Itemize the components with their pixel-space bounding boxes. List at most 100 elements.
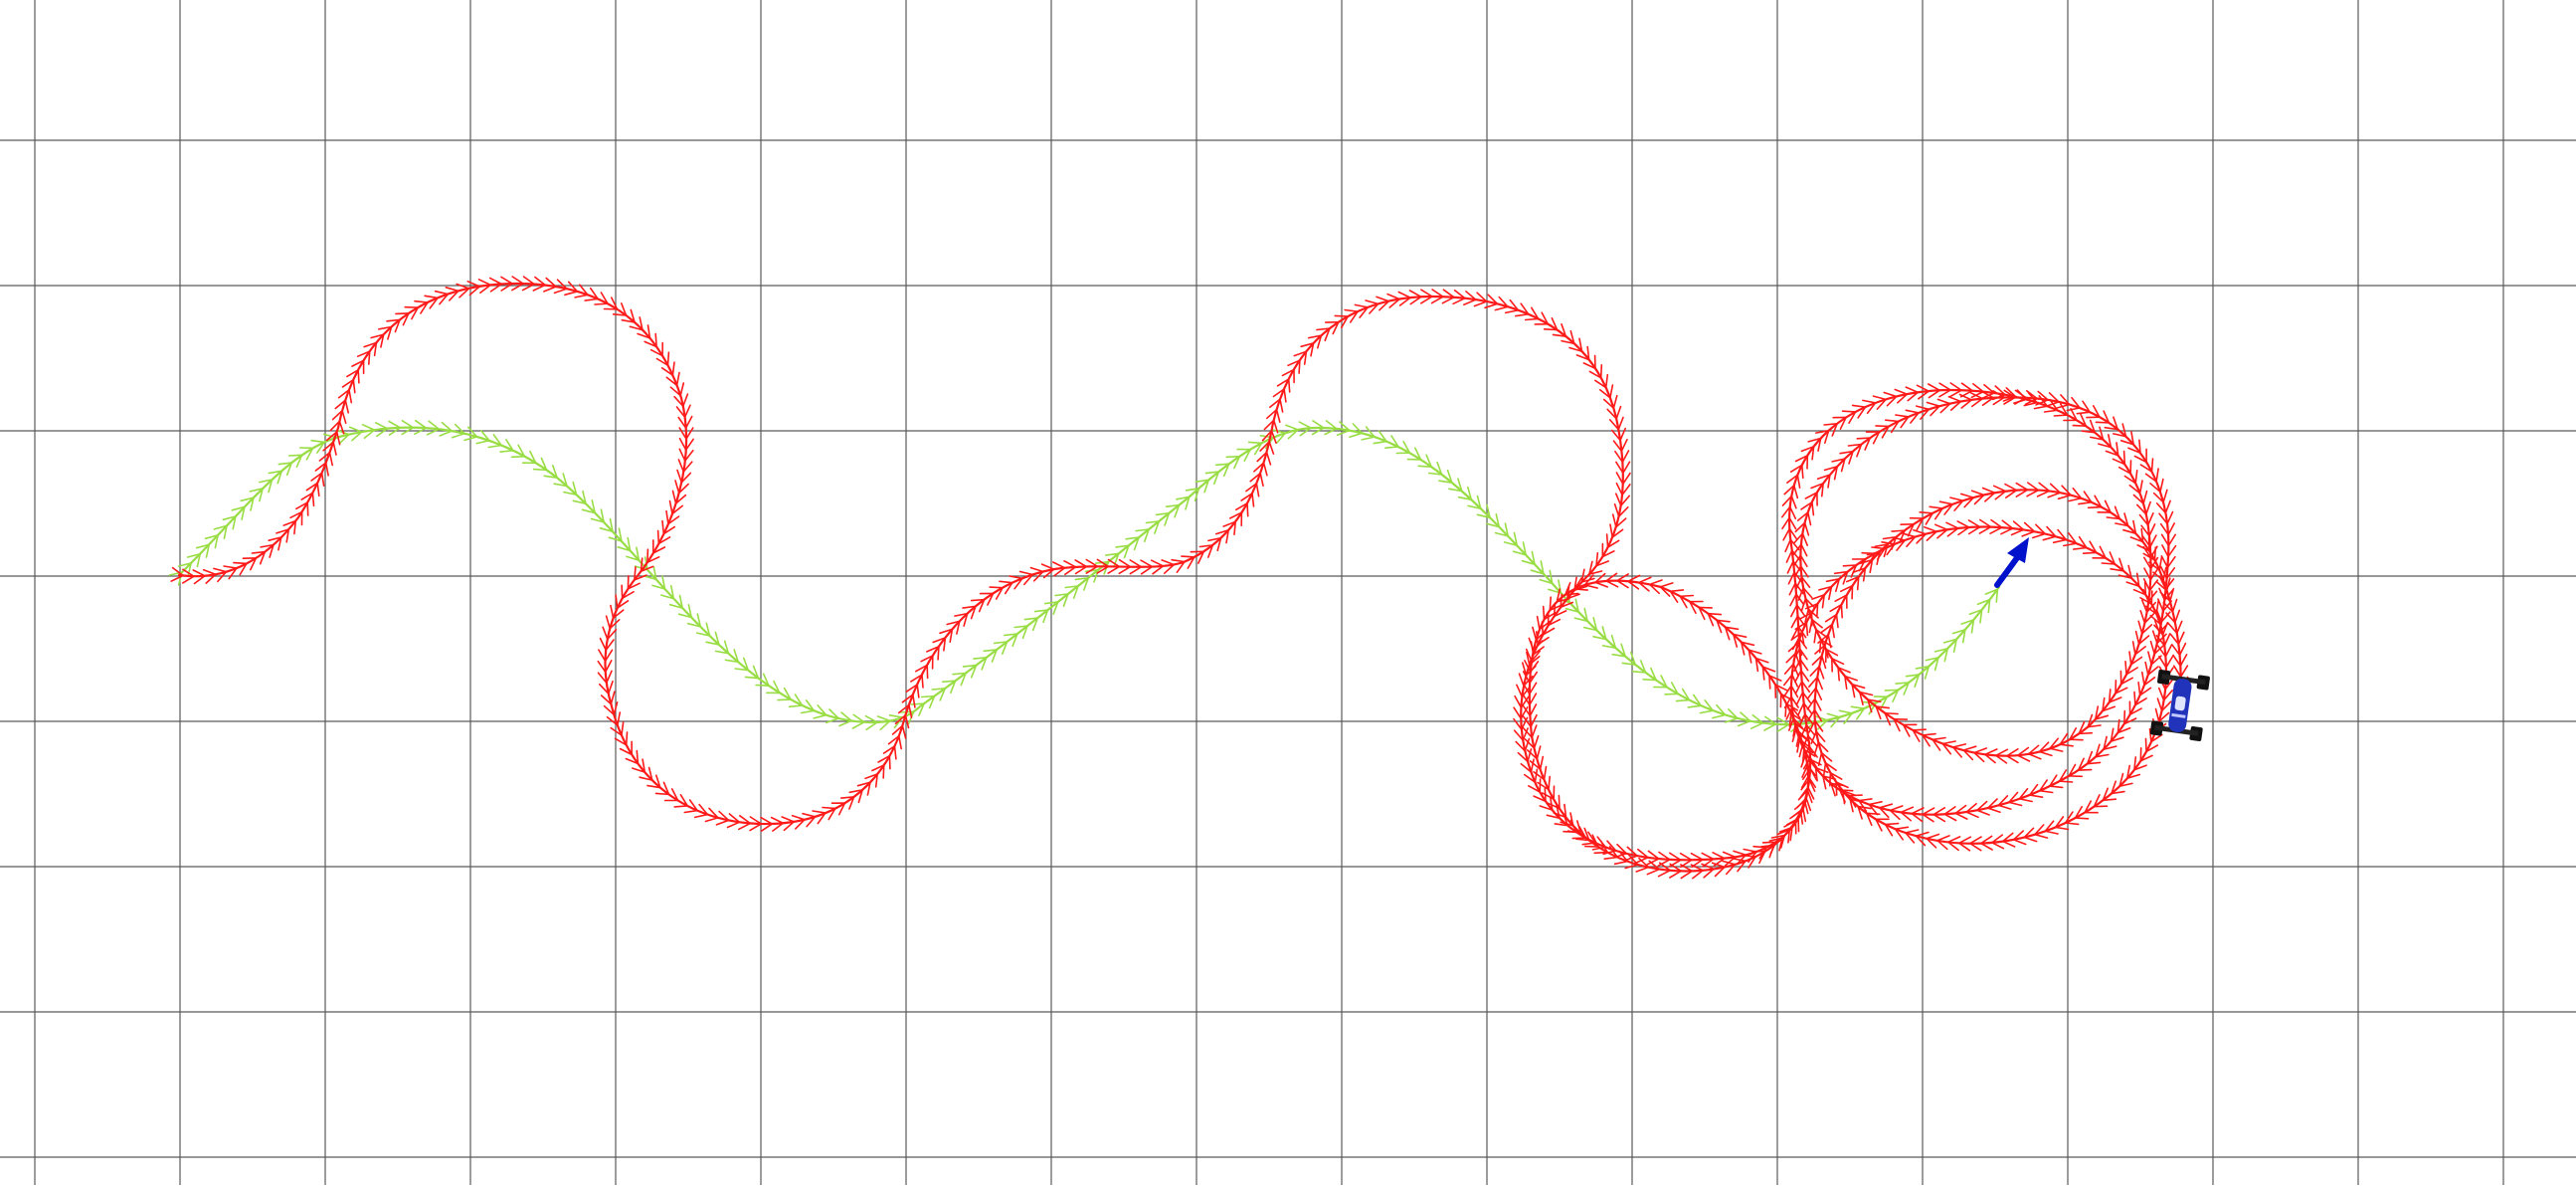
driven-path-chevron <box>656 529 671 545</box>
driven-path-chevron <box>1802 755 1818 770</box>
driven-path-chevron <box>1817 633 1832 649</box>
driven-path-chevron <box>322 440 337 456</box>
driven-path-chevron <box>1809 665 1825 680</box>
driven-path-chevron <box>1256 451 1272 466</box>
driven-path-chevron <box>856 781 872 796</box>
driven-path-chevron <box>1272 387 1287 403</box>
driven-path-chevron <box>1543 316 1559 331</box>
driven-path-chevron <box>2102 696 2116 712</box>
driven-path-chevron <box>2094 705 2110 721</box>
driven-path-chevron <box>1612 438 1628 453</box>
driven-path-chevron <box>1778 826 1793 842</box>
driven-path-chevron <box>926 645 940 661</box>
driven-path-chevron <box>1835 780 1849 796</box>
driven-path-chevron <box>693 803 709 819</box>
reference-path-chevron <box>1539 569 1554 585</box>
driven-path-chevron <box>1568 337 1583 353</box>
driven-path-chevron <box>414 299 430 314</box>
driven-path-chevron <box>584 287 600 301</box>
driven-path-chevron <box>1522 703 1538 717</box>
reference-path-chevron <box>426 420 441 436</box>
driven-path-chevron <box>1794 621 1809 637</box>
reference-path-chevron <box>277 462 293 477</box>
driven-path-chevron <box>1949 496 1965 511</box>
driven-path-chevron <box>1808 757 1822 773</box>
reference-path-chevron <box>1737 711 1752 727</box>
driven-path-chevron <box>2118 772 2133 788</box>
driven-path-chevron <box>1524 306 1540 321</box>
driven-path-chevron <box>1940 740 1956 755</box>
reference-path-chevron <box>1165 503 1181 518</box>
driven-path-chevron <box>325 430 341 446</box>
driven-path-chevron <box>2125 764 2141 780</box>
driven-path-chevron <box>760 816 774 832</box>
driven-path-chevron <box>1553 803 1567 819</box>
reference-path-chevron <box>876 715 892 731</box>
driven-path-chevron <box>1140 559 1154 575</box>
reference-path-chevron <box>388 420 402 436</box>
driven-path-chevron <box>1085 558 1099 574</box>
driven-path-chevron <box>2116 718 2131 734</box>
driven-path-chevron <box>2086 405 2102 419</box>
driven-path-chevron <box>606 711 622 727</box>
driven-path-chevron <box>2132 581 2147 597</box>
driven-path-chevron <box>1865 431 1881 445</box>
reference-path-chevron <box>451 423 466 439</box>
driven-path-chevron <box>1614 450 1630 464</box>
reference-path-chevron <box>952 672 968 687</box>
driven-path-chevron <box>1834 593 1848 609</box>
driven-path-chevron <box>1851 558 1867 572</box>
driven-path-chevron <box>610 604 625 620</box>
reference-path-chevron <box>1013 625 1029 640</box>
driven-path-chevron <box>2033 824 2049 839</box>
driven-path-chevron <box>970 598 986 613</box>
reference-path-chevron <box>510 444 526 459</box>
driven-path-chevron <box>2139 590 2153 606</box>
driven-path-chevron <box>2082 540 2098 554</box>
driven-path-chevron <box>2132 756 2147 772</box>
driven-path-chevron <box>2083 800 2099 814</box>
reference-path-chevron <box>1850 705 1866 720</box>
driven-path-chevron <box>2144 737 2159 753</box>
driven-path-chevron <box>213 567 228 583</box>
driven-path-chevron <box>424 295 440 309</box>
driven-path-chevron <box>621 308 637 324</box>
driven-path-chevron <box>1921 807 1935 823</box>
driven-path-chevron <box>1786 559 1802 574</box>
driven-path-chevron <box>2026 482 2040 497</box>
driven-path-chevron <box>2007 791 2023 807</box>
reference-path-chevron <box>1476 503 1492 519</box>
driven-path-chevron <box>2141 671 2156 688</box>
driven-path-chevron <box>1541 785 1556 801</box>
driven-path-chevron <box>2058 732 2074 747</box>
driven-path-chevron <box>1972 747 1987 763</box>
driven-path-chevron <box>1263 418 1279 434</box>
driven-path-chevron <box>1866 550 1882 565</box>
driven-path-chevron <box>910 673 924 689</box>
driven-path-chevron <box>2125 572 2140 588</box>
driven-path-chevron <box>665 509 680 526</box>
driven-path-chevron <box>1992 385 2007 401</box>
reference-path-chevron <box>1225 455 1241 470</box>
driven-path-chevron <box>1688 600 1704 614</box>
driven-path-chevron <box>1975 800 1990 816</box>
driven-path-chevron <box>2157 644 2173 659</box>
driven-path-chevron <box>1783 662 1799 678</box>
driven-path-chevron <box>2162 598 2178 614</box>
driven-path-chevron <box>2134 630 2150 646</box>
driven-path-chevron <box>1992 485 2008 500</box>
driven-path-chevron <box>1575 827 1591 842</box>
driven-path-chevron <box>1866 698 1882 713</box>
reference-path-chevron <box>1373 430 1388 445</box>
driven-path-chevron <box>989 586 1005 600</box>
driven-path-chevron <box>2117 564 2133 580</box>
reference-path-chevron <box>1214 463 1230 478</box>
driven-path-chevron <box>378 325 393 340</box>
driven-path-chevron <box>1190 550 1205 564</box>
driven-path-chevron <box>1859 558 1874 574</box>
reference-path-chevron <box>851 713 866 729</box>
driven-path-chevron <box>1797 586 1813 601</box>
driven-path-chevron <box>791 814 807 830</box>
